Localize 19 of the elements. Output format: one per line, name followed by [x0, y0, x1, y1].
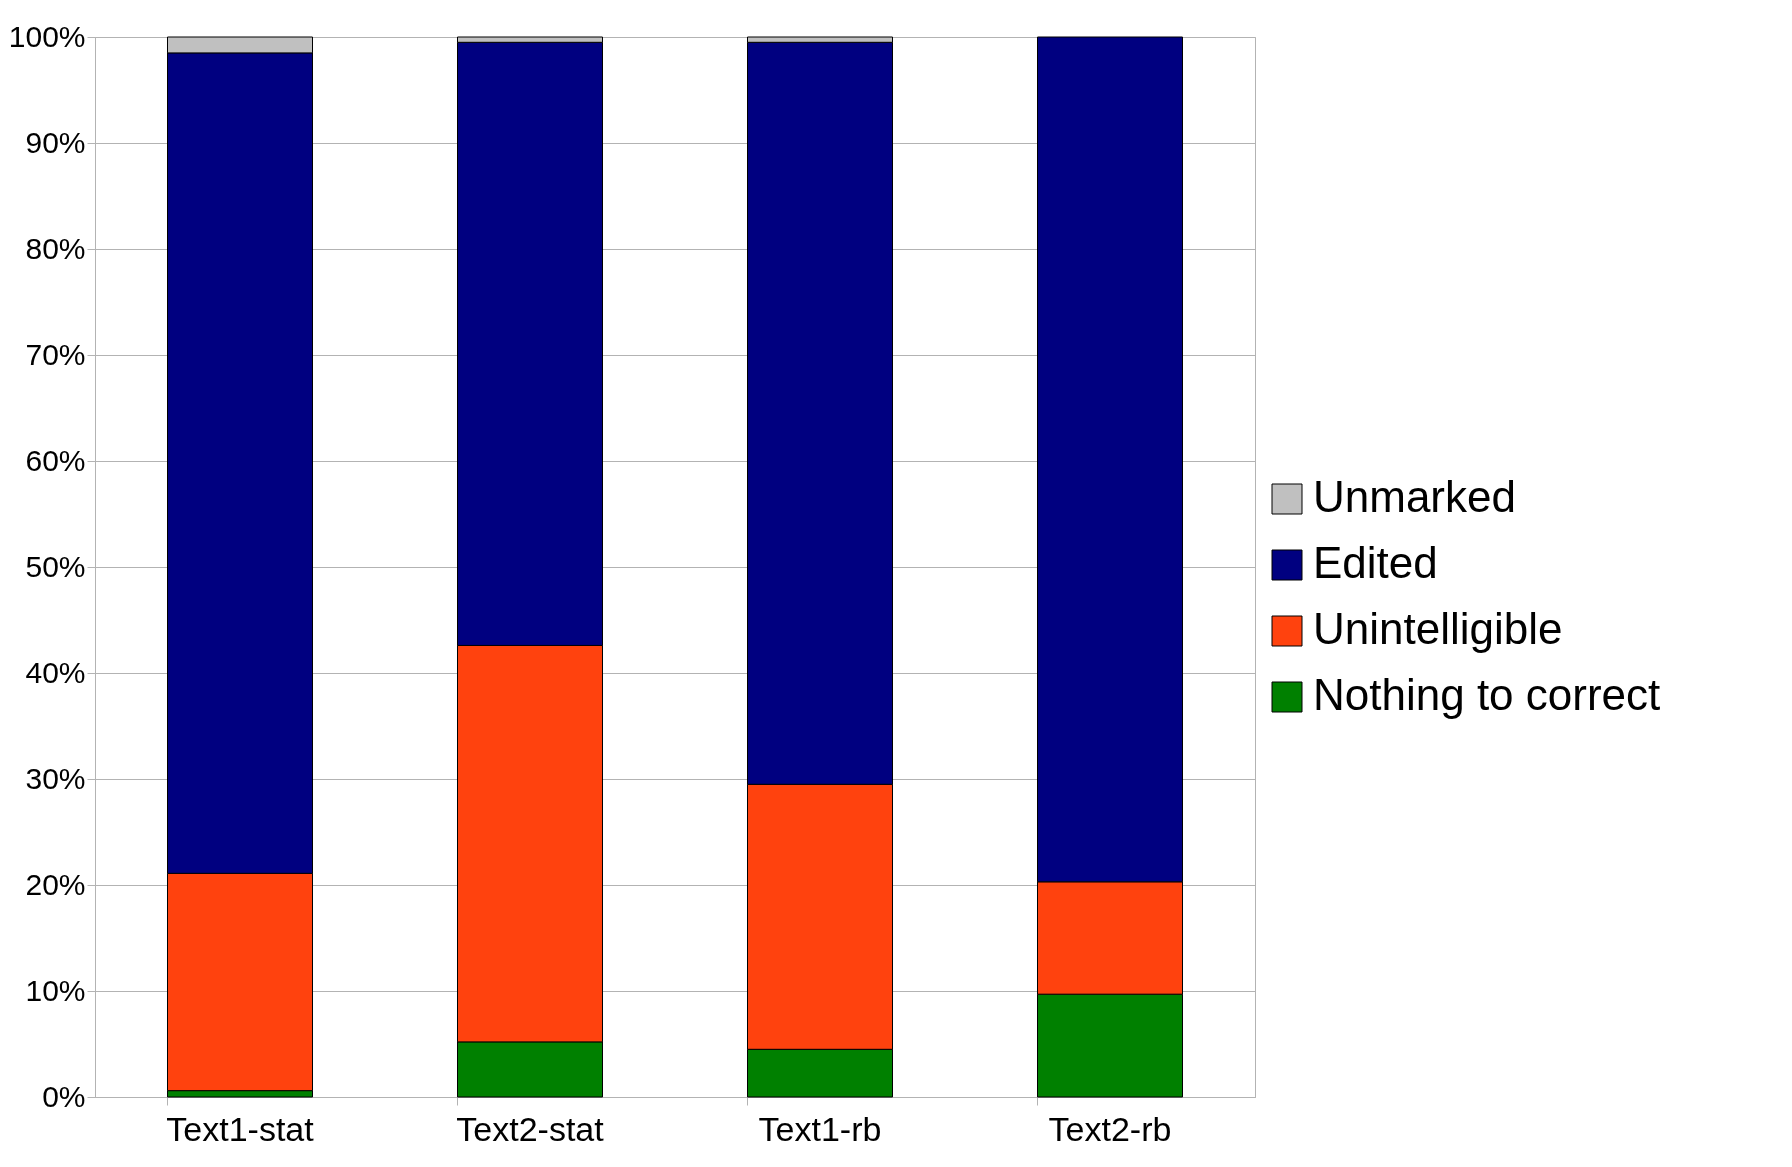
- y-tick-label: 30%: [25, 761, 86, 795]
- y-tick-label: 40%: [25, 655, 86, 689]
- legend-label: Nothing to correct: [1313, 670, 1661, 719]
- y-tick-label: 70%: [25, 337, 86, 371]
- x-tick-label: Text1-stat: [166, 1109, 315, 1148]
- x-tick-label: Text2-rb: [1048, 1109, 1172, 1148]
- legend-label: Unintelligible: [1313, 604, 1563, 653]
- x-tick-label: Text1-rb: [758, 1109, 882, 1148]
- y-tick-label: 90%: [25, 125, 86, 159]
- y-tick-label: 50%: [25, 549, 86, 583]
- y-tick-label: 20%: [25, 867, 86, 901]
- legend-label: Unmarked: [1313, 472, 1516, 521]
- y-tick-label: 100%: [8, 19, 86, 53]
- x-tick-label: Text2-stat: [456, 1109, 605, 1148]
- y-tick-label: 10%: [25, 973, 86, 1007]
- y-tick-label: 0%: [42, 1079, 86, 1113]
- y-tick-label: 80%: [25, 231, 86, 265]
- legend-label: Edited: [1313, 538, 1438, 587]
- y-tick-label: 60%: [25, 443, 86, 477]
